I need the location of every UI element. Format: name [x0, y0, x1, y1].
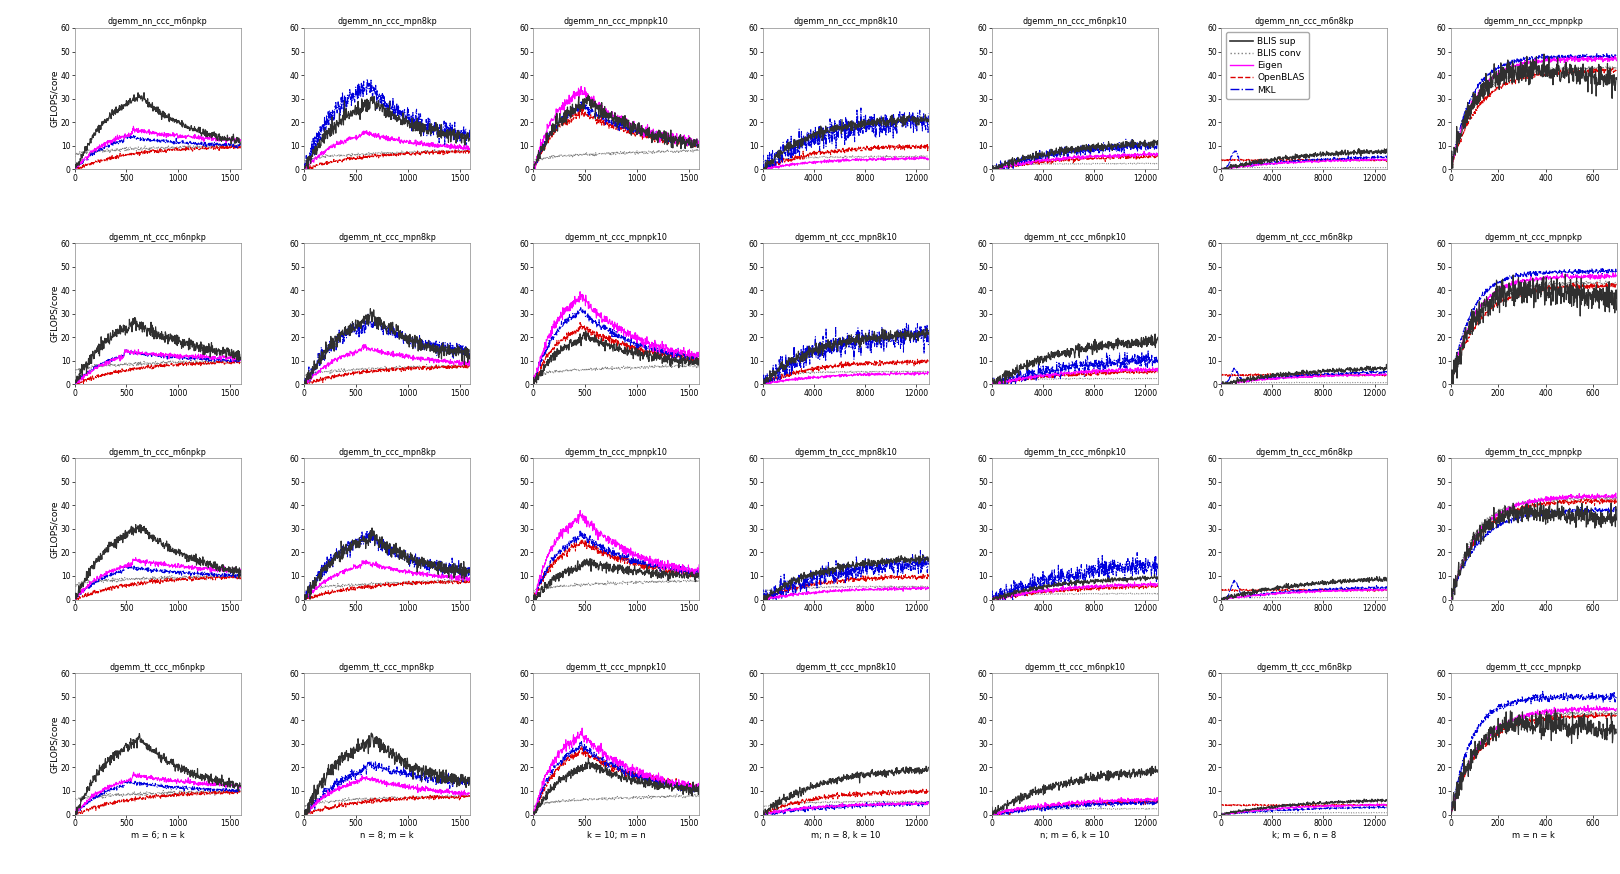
Title: dgemm_tt_ccc_m6npk10: dgemm_tt_ccc_m6npk10 — [1024, 662, 1126, 671]
Y-axis label: GFLOPS/core: GFLOPS/core — [50, 285, 60, 343]
Title: dgemm_tt_ccc_mpnpkp: dgemm_tt_ccc_mpnpkp — [1486, 662, 1581, 671]
Title: dgemm_tn_ccc_m6npkp: dgemm_tn_ccc_m6npkp — [109, 447, 207, 456]
Title: dgemm_nn_ccc_m6n8kp: dgemm_nn_ccc_m6n8kp — [1254, 17, 1354, 26]
Title: dgemm_nt_ccc_mpnpkp: dgemm_nt_ccc_mpnpkp — [1484, 232, 1583, 241]
Y-axis label: GFLOPS/core: GFLOPS/core — [50, 500, 60, 558]
Title: dgemm_tt_ccc_mpn8k10: dgemm_tt_ccc_mpn8k10 — [795, 662, 896, 671]
Title: dgemm_tn_ccc_mpnpkp: dgemm_tn_ccc_mpnpkp — [1484, 447, 1583, 456]
Title: dgemm_tn_ccc_mpnpk10: dgemm_tn_ccc_mpnpk10 — [565, 447, 667, 456]
Y-axis label: GFLOPS/core: GFLOPS/core — [50, 715, 60, 773]
X-axis label: n = 8; m = k: n = 8; m = k — [360, 830, 413, 840]
Title: dgemm_nt_ccc_mpn8k10: dgemm_nt_ccc_mpn8k10 — [794, 232, 897, 241]
X-axis label: m = 6; n = k: m = 6; n = k — [131, 830, 185, 840]
Title: dgemm_tn_ccc_m6npk10: dgemm_tn_ccc_m6npk10 — [1024, 447, 1126, 456]
X-axis label: k; m = 6, n = 8: k; m = 6, n = 8 — [1272, 830, 1336, 840]
Y-axis label: GFLOPS/core: GFLOPS/core — [50, 70, 60, 128]
Title: dgemm_nn_ccc_m6npkp: dgemm_nn_ccc_m6npkp — [109, 17, 207, 26]
Title: dgemm_nt_ccc_m6npk10: dgemm_nt_ccc_m6npk10 — [1024, 232, 1126, 241]
Title: dgemm_tt_ccc_mpn8kp: dgemm_tt_ccc_mpn8kp — [339, 662, 434, 671]
Title: dgemm_tt_ccc_m6n8kp: dgemm_tt_ccc_m6n8kp — [1257, 662, 1353, 671]
Title: dgemm_tn_ccc_mpn8kp: dgemm_tn_ccc_mpn8kp — [339, 447, 436, 456]
X-axis label: m = n = k: m = n = k — [1511, 830, 1555, 840]
Title: dgemm_tt_ccc_mpnpk10: dgemm_tt_ccc_mpnpk10 — [565, 662, 667, 671]
Title: dgemm_tn_ccc_mpn8k10: dgemm_tn_ccc_mpn8k10 — [794, 447, 897, 456]
Title: dgemm_nn_ccc_mpnpkp: dgemm_nn_ccc_mpnpkp — [1484, 17, 1584, 26]
Title: dgemm_nt_ccc_m6npkp: dgemm_nt_ccc_m6npkp — [109, 232, 207, 241]
Title: dgemm_nt_ccc_mpn8kp: dgemm_nt_ccc_mpn8kp — [339, 232, 436, 241]
X-axis label: n; m = 6, k = 10: n; m = 6, k = 10 — [1040, 830, 1110, 840]
Title: dgemm_nt_ccc_m6n8kp: dgemm_nt_ccc_m6n8kp — [1256, 232, 1353, 241]
Title: dgemm_nn_ccc_m6npk10: dgemm_nn_ccc_m6npk10 — [1022, 17, 1128, 26]
Legend: BLIS sup, BLIS conv, Eigen, OpenBLAS, MKL: BLIS sup, BLIS conv, Eigen, OpenBLAS, MK… — [1226, 32, 1309, 99]
Title: dgemm_tn_ccc_m6n8kp: dgemm_tn_ccc_m6n8kp — [1256, 447, 1353, 456]
Title: dgemm_nn_ccc_mpnpk10: dgemm_nn_ccc_mpnpk10 — [564, 17, 669, 26]
X-axis label: m; n = 8, k = 10: m; n = 8, k = 10 — [812, 830, 880, 840]
X-axis label: k = 10; m = n: k = 10; m = n — [586, 830, 646, 840]
Title: dgemm_nn_ccc_mpn8kp: dgemm_nn_ccc_mpn8kp — [337, 17, 437, 26]
Title: dgemm_tt_ccc_m6npkp: dgemm_tt_ccc_m6npkp — [110, 662, 206, 671]
Title: dgemm_nn_ccc_mpn8k10: dgemm_nn_ccc_mpn8k10 — [794, 17, 897, 26]
Title: dgemm_nt_ccc_mpnpk10: dgemm_nt_ccc_mpnpk10 — [565, 232, 667, 241]
